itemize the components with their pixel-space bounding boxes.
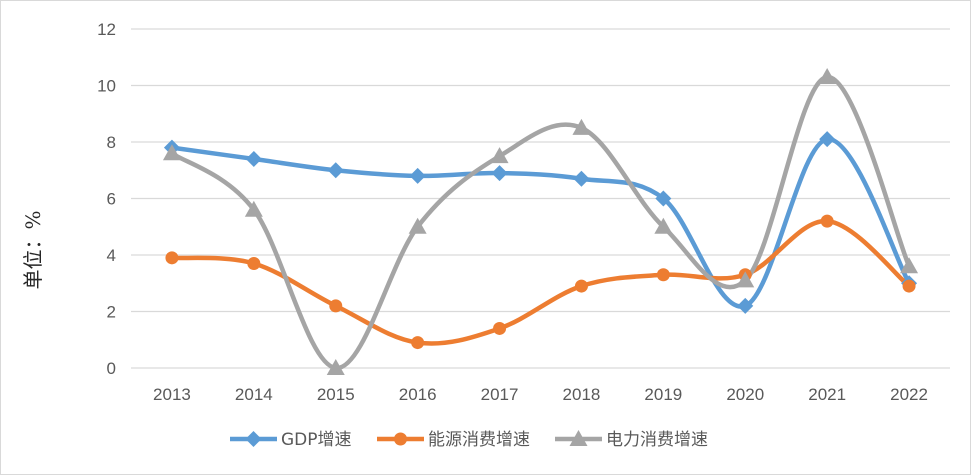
data-point-2-2 (326, 359, 345, 375)
series-line-1 (169, 218, 912, 346)
data-point-0-7 (737, 297, 754, 314)
y-tick-label: 12 (97, 20, 116, 39)
legend-item-2: 电力消费增速 (555, 430, 708, 450)
data-point-0-4 (491, 165, 508, 182)
data-point-2-3 (408, 217, 427, 234)
data-point-2-4 (490, 147, 509, 164)
y-tick-label: 0 (107, 359, 116, 378)
data-point-0-2 (327, 162, 344, 179)
y-tick-label: 4 (107, 246, 116, 265)
y-tick-label: 2 (107, 303, 116, 322)
legend-marker-icon (569, 430, 588, 446)
data-point-1-8 (820, 214, 834, 228)
series-line-0 (169, 136, 912, 309)
data-point-0-6 (655, 190, 672, 207)
x-tick-label: 2015 (317, 385, 355, 404)
data-point-1-4 (493, 321, 507, 335)
x-tick-label: 2014 (235, 385, 273, 404)
y-axis-ticks: 0 2 4 6 8 10 12 (97, 20, 116, 378)
data-point-2-6 (654, 217, 673, 234)
data-point-0-1 (245, 150, 262, 167)
data-point-0-3 (409, 167, 426, 184)
x-tick-label: 2016 (399, 385, 437, 404)
legend-label: 能源消费增速 (428, 430, 530, 450)
data-point-1-6 (656, 268, 670, 282)
data-point-2-7 (736, 271, 755, 288)
x-tick-label: 2022 (890, 385, 928, 404)
data-point-1-2 (329, 299, 343, 313)
data-point-2-0 (162, 144, 181, 161)
x-tick-label: 2017 (481, 385, 519, 404)
data-point-2-8 (818, 68, 837, 85)
y-tick-label: 6 (107, 190, 116, 209)
data-point-2-9 (900, 257, 919, 274)
legend: GDP增速 能源消费增速 电力消费增速 (230, 430, 708, 450)
data-point-1-5 (574, 279, 588, 293)
series-line-2 (169, 74, 912, 371)
data-point-0-5 (573, 170, 590, 187)
legend-label: 电力消费增速 (606, 430, 708, 450)
data-point-1-9 (902, 279, 916, 293)
x-tick-label: 2013 (153, 385, 191, 404)
legend-item-1: 能源消费增速 (377, 430, 530, 450)
y-axis-label: 单位：% (21, 210, 45, 289)
y-tick-label: 8 (107, 133, 116, 152)
x-tick-label: 2018 (563, 385, 601, 404)
data-point-1-0 (165, 251, 179, 265)
data-point-2-5 (572, 118, 591, 135)
legend-item-0: GDP增速 (230, 430, 352, 450)
x-tick-label: 2021 (808, 385, 846, 404)
data-point-0-8 (819, 131, 836, 148)
data-point-1-3 (411, 336, 425, 350)
x-axis-ticks: 2013 2014 2015 2016 2017 2018 2019 2020 2021 2022 (153, 385, 928, 404)
legend-label: GDP增速 (281, 430, 352, 450)
data-point-2-1 (244, 200, 263, 217)
x-tick-label: 2019 (644, 385, 682, 404)
x-tick-label: 2020 (726, 385, 764, 404)
series-markers (162, 68, 919, 375)
gridlines (131, 28, 950, 369)
data-point-1-1 (247, 256, 261, 270)
y-tick-label: 10 (97, 77, 116, 96)
series-lines (169, 74, 912, 371)
legend-marker-icon (245, 431, 262, 447)
legend-marker-icon (394, 432, 407, 446)
